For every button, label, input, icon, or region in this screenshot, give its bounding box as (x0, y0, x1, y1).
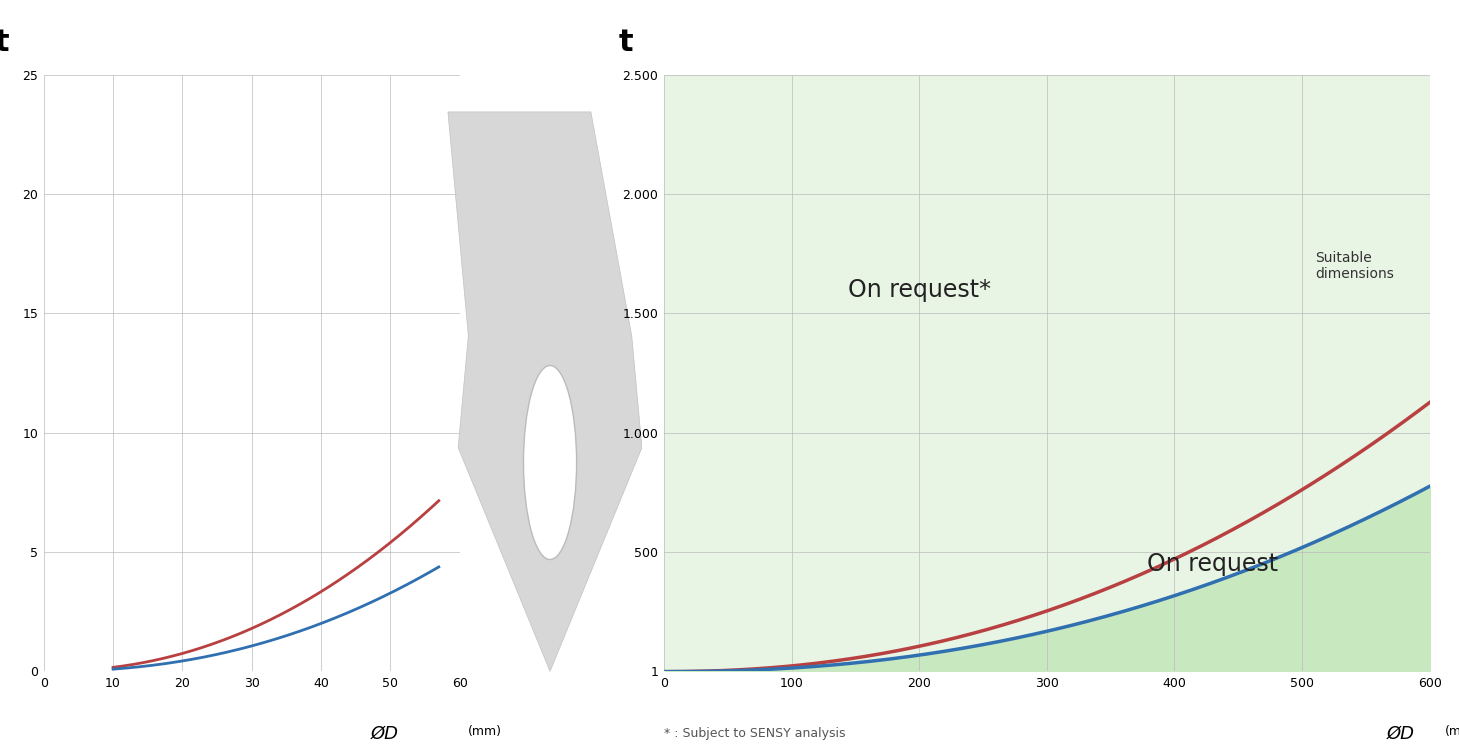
Text: On request*: On request* (848, 278, 991, 301)
Circle shape (524, 366, 576, 560)
Text: (mm): (mm) (468, 725, 502, 738)
Text: t: t (619, 28, 633, 57)
Polygon shape (448, 112, 642, 671)
Text: On request: On request (1147, 552, 1278, 576)
Text: t: t (0, 28, 10, 57)
Text: (mm): (mm) (1444, 725, 1459, 738)
Text: ØD: ØD (1386, 725, 1415, 743)
Text: Suitable
dimensions: Suitable dimensions (1315, 251, 1393, 280)
Text: * : Subject to SENSY analysis: * : Subject to SENSY analysis (664, 727, 845, 740)
Text: ØD: ØD (371, 725, 398, 743)
